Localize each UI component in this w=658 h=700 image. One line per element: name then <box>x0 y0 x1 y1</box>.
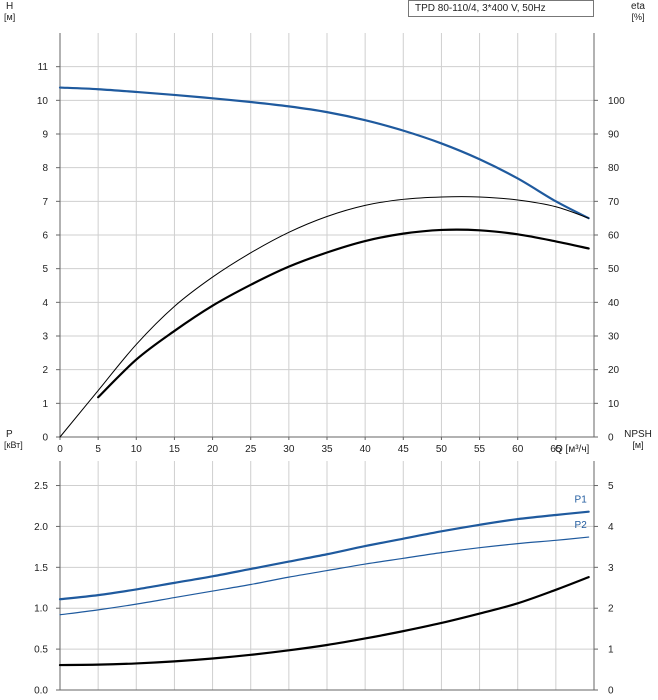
bottom-series-line-p1 <box>58 510 590 601</box>
top-x-tick-label: 10 <box>131 444 143 455</box>
top-x-tick-label: 60 <box>512 444 524 455</box>
top-y-right-tick-label: 100 <box>608 96 625 107</box>
top-y-right-title: eta <box>631 1 645 12</box>
top-x-tick-label: 55 <box>474 444 486 455</box>
top-series-line-1 <box>59 196 590 438</box>
top-x-tick-label: 35 <box>321 444 333 455</box>
top-x-tick-label: 30 <box>283 444 295 455</box>
top-x-tick-label: 25 <box>245 444 257 455</box>
bottom-y-left-tick-label: 2.5 <box>34 481 48 492</box>
top-y-left-tick-label: 7 <box>42 197 48 208</box>
bottom-series-line-2 <box>58 576 590 667</box>
top-y-left-tick-label: 5 <box>42 264 48 275</box>
top-y-left-tick-label: 3 <box>42 332 48 343</box>
top-x-tick-label: 45 <box>398 444 410 455</box>
bottom-y-right-tick-label: 2 <box>608 604 614 615</box>
bottom-y-left-tick-label: 0.0 <box>34 686 48 697</box>
top-x-tick-label: 15 <box>169 444 181 455</box>
top-y-left-tick-label: 6 <box>42 231 48 242</box>
top-y-right-tick-label: 80 <box>608 163 620 174</box>
top-y-left-tick-label: 10 <box>37 96 49 107</box>
top-series-line-0 <box>58 86 590 220</box>
top-y-right-tick-label: 40 <box>608 298 620 309</box>
pump-label: TPD 80-110/4, 3*400 V, 50Hz <box>415 3 546 14</box>
top-y-left-tick-label: 1 <box>42 399 48 410</box>
top-series-line-2 <box>97 228 590 399</box>
top-x-tick-label: 50 <box>436 444 448 455</box>
top-y-right-tick-label: 0 <box>608 433 614 444</box>
top-x-tick-label: 40 <box>360 444 372 455</box>
top-y-left-tick-label: 2 <box>42 365 48 376</box>
pump-label-box: TPD 80-110/4, 3*400 V, 50Hz <box>408 0 594 17</box>
top-y-left-tick-label: 8 <box>42 163 48 174</box>
bottom-y-right-title: NPSH <box>624 429 652 440</box>
top-y-left-tick-label: 9 <box>42 130 48 141</box>
bottom-series-label-p1: P1 <box>575 495 588 506</box>
top-y-left-tick-label: 0 <box>42 433 48 444</box>
bottom-y-right-tick-label: 4 <box>608 522 614 533</box>
top-y-right-tick-label: 50 <box>608 264 620 275</box>
top-y-right-unit: [%] <box>631 12 644 22</box>
bottom-y-left-unit: [кВт] <box>4 440 23 450</box>
bottom-series-line-p2 <box>59 536 590 616</box>
top-x-axis-label: Q [м³/ч] <box>555 444 590 455</box>
top-y-right-tick-label: 20 <box>608 365 620 376</box>
bottom-y-right-tick-label: 3 <box>608 563 614 574</box>
bottom-y-right-unit: [м] <box>632 440 643 450</box>
bottom-y-left-tick-label: 0.5 <box>34 645 48 656</box>
top-y-left-title: H <box>6 1 13 12</box>
top-y-left-tick-label: 11 <box>38 62 49 73</box>
top-y-left-unit: [м] <box>4 12 15 22</box>
top-x-tick-label: 0 <box>57 444 63 455</box>
bottom-y-right-tick-label: 0 <box>608 686 614 697</box>
top-y-left-tick-label: 4 <box>42 298 48 309</box>
top-y-right-tick-label: 70 <box>608 197 620 208</box>
top-y-right-tick-label: 30 <box>608 332 620 343</box>
top-y-right-tick-label: 90 <box>608 130 620 141</box>
top-x-tick-label: 65 <box>550 444 562 455</box>
bottom-series-label-p2: P2 <box>575 520 588 531</box>
top-x-tick-label: 5 <box>95 444 101 455</box>
bottom-y-left-tick-label: 1.0 <box>34 604 48 615</box>
bottom-y-left-title: P <box>6 429 13 440</box>
bottom-y-right-tick-label: 5 <box>608 481 614 492</box>
bottom-y-right-tick-label: 1 <box>608 645 614 656</box>
top-y-right-tick-label: 60 <box>608 231 620 242</box>
bottom-y-left-tick-label: 1.5 <box>34 563 48 574</box>
top-x-tick-label: 20 <box>207 444 219 455</box>
top-y-right-tick-label: 10 <box>608 399 620 410</box>
bottom-y-left-tick-label: 2.0 <box>34 522 48 533</box>
